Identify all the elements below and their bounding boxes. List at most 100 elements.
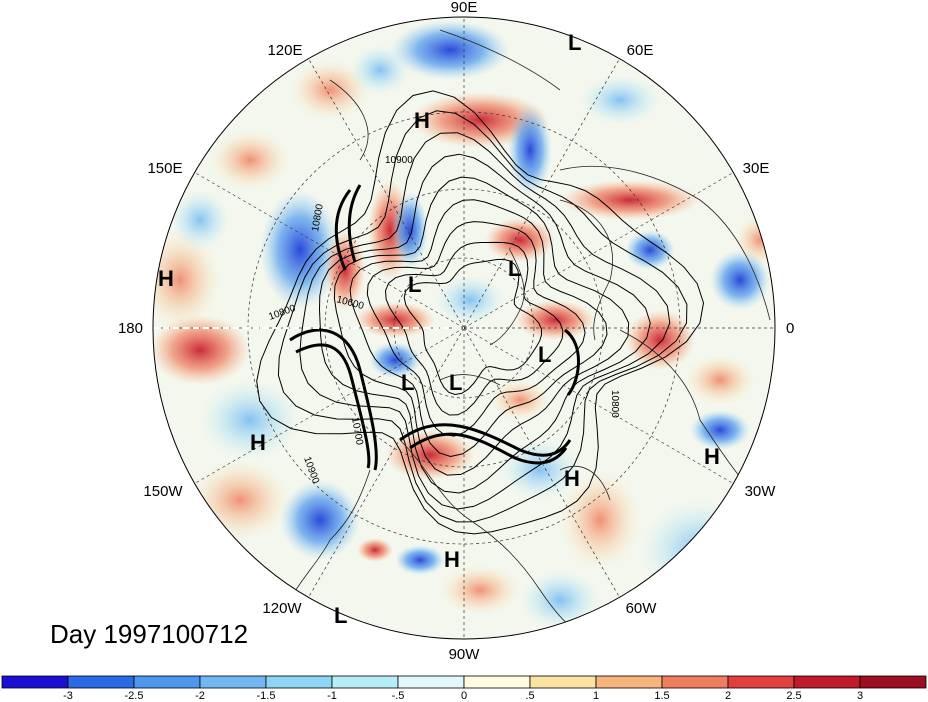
contour-line	[384, 241, 564, 416]
pressure-low-marker: L	[449, 370, 462, 395]
pressure-high-marker: H	[444, 547, 460, 572]
contour-line	[333, 176, 630, 476]
longitude-label-150e: 150E	[147, 160, 182, 177]
colorbar-swatch	[331, 675, 399, 689]
colorbar-swatch	[133, 675, 201, 689]
anomaly-patch	[640, 500, 760, 600]
colorbar: -3 -2.5 -2 -1.5 -1 -.5 0 .5 1 1.5 2 2.5 3	[1, 675, 927, 702]
anomaly-patch	[385, 430, 475, 480]
colorbar-swatch	[595, 675, 663, 689]
map-boundary	[152, 16, 776, 640]
colorbar-tick-label: -3	[63, 690, 73, 702]
anomaly-patch	[395, 545, 445, 575]
pressure-low-marker: L	[334, 603, 347, 628]
anomaly-patch	[170, 190, 230, 250]
meridian-line	[308, 327, 465, 598]
meridian-line	[194, 172, 465, 329]
anomaly-patch	[369, 342, 421, 378]
colorbar-swatch	[397, 675, 465, 689]
anomaly-patch	[290, 60, 370, 120]
anomaly-patch	[685, 355, 755, 405]
anomaly-patch	[625, 310, 695, 370]
colorbar-swatch	[463, 675, 531, 689]
pressure-low-marker: L	[401, 370, 414, 395]
graticule	[153, 17, 775, 639]
pressure-low-marker: L	[408, 272, 421, 297]
date-caption: Day 1997100712	[50, 619, 249, 649]
anomaly-patch	[560, 470, 640, 570]
pressure-high-marker: H	[414, 108, 430, 133]
meridian-line	[308, 58, 465, 329]
anomaly-patch	[560, 180, 700, 220]
anomaly-patch	[580, 75, 660, 125]
pressure-high-marker: H	[564, 466, 580, 491]
anomaly-patch	[485, 218, 555, 262]
pressure-low-marker: L	[568, 30, 581, 55]
anomaly-patch	[520, 570, 600, 630]
colorbar-tick-label: -2.5	[125, 690, 144, 702]
colorbar-swatch	[265, 675, 333, 689]
colorbar-swatch	[67, 675, 135, 689]
pressure-low-marker: L	[538, 342, 551, 367]
contour-line	[277, 110, 688, 523]
anomaly-patch	[515, 300, 595, 340]
longitude-label-120w: 120W	[262, 600, 302, 617]
longitude-label-30e: 30E	[743, 160, 770, 177]
longitude-label-30w: 30W	[745, 483, 777, 500]
colorbar-tick-label: -.5	[392, 690, 405, 702]
anomaly-patch	[690, 410, 750, 450]
longitude-label-150w: 150W	[143, 483, 183, 500]
longitude-label-120e: 120E	[267, 42, 302, 59]
contour-line	[299, 132, 671, 510]
colorbar-tick-label: 2	[725, 690, 731, 702]
contour-line	[256, 90, 705, 535]
colorbar-swatch	[793, 675, 861, 689]
colorbar-tick-label: 1	[593, 690, 599, 702]
longitude-label-180: 180	[118, 320, 143, 337]
pressure-high-marker: H	[158, 266, 174, 291]
geopotential-contours	[256, 90, 705, 535]
contour-line	[366, 221, 586, 437]
colorbar-swatch	[1, 675, 69, 689]
anomaly-patch	[435, 275, 505, 325]
anomaly-patch	[280, 480, 360, 560]
anomaly-patch	[490, 380, 550, 420]
longitude-label-60w: 60W	[626, 600, 658, 617]
colorbar-swatch	[661, 675, 729, 689]
colorbar-tick-label: 2.5	[786, 690, 801, 702]
anomaly-patch	[200, 380, 300, 460]
anomaly-patch	[710, 250, 770, 310]
anomaly-patch	[440, 565, 520, 615]
contour-line	[318, 153, 651, 494]
anomaly-patch	[260, 190, 340, 310]
meridian-line	[463, 172, 734, 329]
colorbar-swatch	[529, 675, 597, 689]
anomaly-patch	[390, 20, 510, 80]
pressure-markers: H L H L L L L L H H H H L	[158, 30, 720, 628]
meridian-line	[463, 327, 620, 598]
meridian-line	[463, 58, 620, 329]
longitude-labels: 90E 60E 30E 0 30W 60W 90W 120W 150W 180 …	[118, 0, 794, 663]
anomaly-patch	[508, 105, 552, 195]
anomaly-patch	[357, 538, 393, 562]
anomaly-patch	[392, 192, 428, 268]
colorbar-tick-label: 3	[857, 690, 863, 702]
contour-label: 10800	[310, 203, 326, 233]
colorbar-swatch	[727, 675, 795, 689]
pressure-high-marker: H	[704, 444, 720, 469]
anomaly-patch	[735, 215, 775, 265]
contour-line	[403, 258, 543, 396]
meridian-line	[463, 327, 734, 484]
colorbar-tick-label: 1.5	[654, 690, 669, 702]
colorbar-tick-label: .5	[525, 690, 534, 702]
meridian-line	[194, 327, 465, 484]
longitude-label-90w: 90W	[449, 646, 481, 663]
colorbar-tick-label: -1.5	[257, 690, 276, 702]
longitude-label-90e: 90E	[451, 0, 478, 16]
colorbar-tick-label: -2	[195, 690, 205, 702]
colorbar-swatch	[859, 675, 927, 689]
pressure-low-marker: L	[508, 256, 521, 281]
anomaly-patch	[210, 130, 290, 190]
anomaly-patch	[153, 315, 250, 385]
